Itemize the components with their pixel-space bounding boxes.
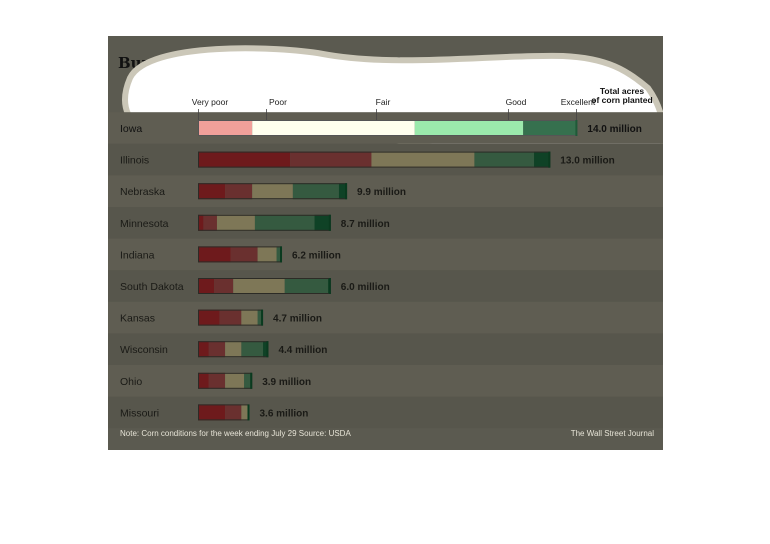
bar-segment <box>241 309 258 326</box>
bar-end-cap <box>328 214 331 231</box>
state-label: Nebraska <box>120 186 165 198</box>
bar-segment <box>198 214 204 231</box>
bar-segment <box>225 183 253 200</box>
bar-segment <box>284 278 329 294</box>
bar-segment <box>241 341 264 358</box>
total-label: 6.0 million <box>341 282 390 293</box>
bar-segment <box>198 309 220 326</box>
bar-segment <box>214 278 234 294</box>
bar-segment <box>225 341 242 358</box>
bar-segment <box>198 404 226 421</box>
bar-segment <box>233 278 285 294</box>
bar-end-cap <box>247 404 250 421</box>
state-label: Indiana <box>120 249 155 261</box>
total-label: 6.2 million <box>292 250 341 261</box>
bar-segment <box>338 183 348 200</box>
bar-segment <box>230 246 258 263</box>
chart-figure: Burned | Condition of corn crop in the top… <box>108 36 663 450</box>
bar-segment <box>219 309 242 326</box>
total-label: 13.0 million <box>560 156 614 167</box>
row-stripe <box>108 365 663 397</box>
bar-end-cap <box>575 120 578 136</box>
state-label: Minnesota <box>120 218 169 230</box>
bar-segment <box>216 214 255 231</box>
state-label: South Dakota <box>120 281 184 293</box>
bar-end-cap <box>345 183 348 200</box>
bar-end-cap <box>261 309 264 326</box>
bar-segment <box>198 120 253 136</box>
bar-segment <box>225 404 242 421</box>
bar-end-cap <box>266 341 269 358</box>
state-label: Missouri <box>120 407 159 419</box>
bar-segment <box>263 341 269 358</box>
total-header-line2: of corn planted <box>591 95 652 105</box>
bar-segment <box>198 372 209 389</box>
bar-end-cap <box>280 246 283 263</box>
bar-segment <box>371 151 475 168</box>
bar-segment <box>257 246 277 263</box>
bar-segment <box>474 151 535 168</box>
row-stripe <box>108 333 663 365</box>
bar-segment <box>198 341 209 358</box>
row-stripe <box>108 238 663 271</box>
bar-end-cap <box>250 372 253 389</box>
bar-segment <box>523 120 578 136</box>
bar-segment <box>292 183 339 200</box>
row-stripe <box>108 396 663 429</box>
stacked-bar-chart: Iowa 14.0 million Illinois 13.0 million Nebr… <box>108 86 663 429</box>
bar-segment <box>208 372 226 389</box>
legend-label: Very poor <box>192 97 229 107</box>
bar-segment <box>244 372 253 389</box>
legend-label: Excellent <box>561 97 596 107</box>
bar-segment <box>252 183 293 200</box>
bar-end-cap <box>548 151 551 168</box>
total-label: 8.7 million <box>341 219 390 230</box>
bar-segment <box>290 151 372 168</box>
bar-segment <box>203 214 217 231</box>
total-label: 14.0 million <box>587 124 641 135</box>
state-label: Wisconsin <box>120 344 168 356</box>
total-label: 3.6 million <box>259 408 308 419</box>
total-label: 3.9 million <box>262 377 311 388</box>
bar-segment <box>198 278 215 294</box>
legend-label: Good <box>506 97 527 107</box>
bar-segment <box>225 372 245 389</box>
total-header-line1: Total acres <box>600 86 645 96</box>
state-label: Illinois <box>120 155 149 167</box>
state-label: Ohio <box>120 376 142 388</box>
bar-segment <box>314 214 331 231</box>
bar-segment <box>208 341 226 358</box>
bar-segment <box>276 246 283 263</box>
total-label: 9.9 million <box>357 187 406 198</box>
bar-end-cap <box>328 278 331 294</box>
bar-segment <box>254 214 315 231</box>
state-label: Iowa <box>120 123 142 135</box>
total-label: 4.7 million <box>273 314 322 325</box>
credit: The Wall Street Journal <box>570 429 654 438</box>
state-label: Kansas <box>120 313 155 325</box>
total-label: 4.4 million <box>278 345 327 356</box>
bar-segment <box>198 183 226 200</box>
bar-segment <box>414 120 524 136</box>
bar-segment <box>198 151 291 168</box>
legend-label: Fair <box>376 97 391 107</box>
legend-label: Poor <box>269 97 287 107</box>
source-note: Note: Corn conditions for the week endin… <box>120 429 351 438</box>
row-stripe <box>108 301 663 334</box>
bar-segment <box>241 404 250 421</box>
bar-segment <box>257 309 264 326</box>
bar-segment <box>252 120 415 136</box>
bar-segment <box>198 246 231 263</box>
bar-segment <box>534 151 551 168</box>
